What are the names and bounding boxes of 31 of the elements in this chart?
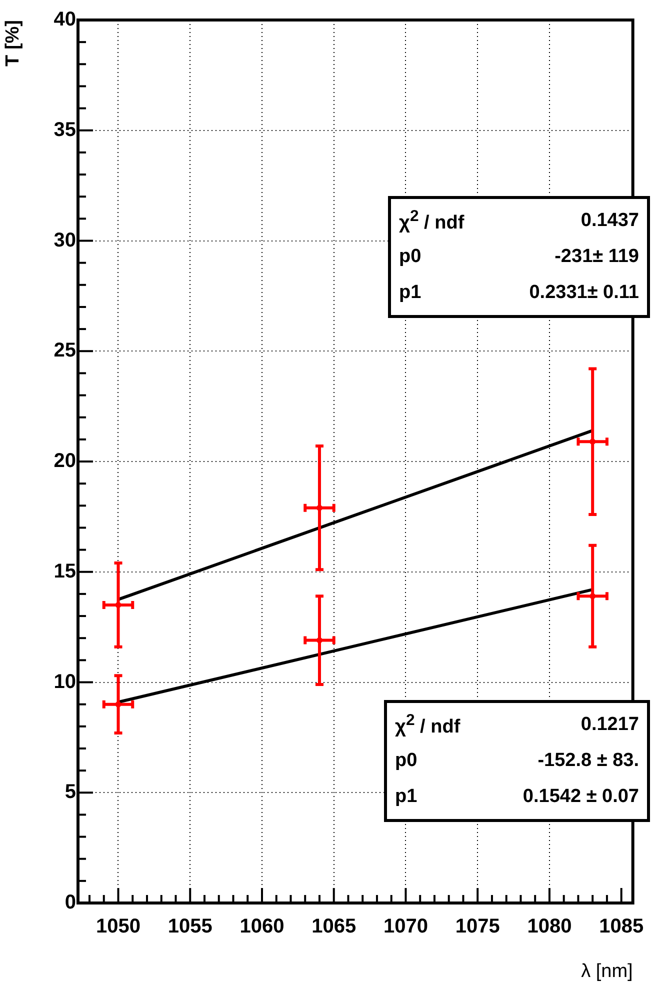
annotation: 0.1217 [580,714,639,736]
x-tick-label: 1065 [312,916,356,938]
y-axis-title: T [%] [2,20,24,66]
x-tick-label: 1075 [455,916,500,938]
x-tick-label: 1070 [383,916,428,938]
y-tick-label: 15 [54,560,76,582]
y-tick-label: 0 [64,892,76,914]
x-tick-label: 1080 [527,916,572,938]
y-tick-label: 35 [54,118,76,141]
x-tick-label: 1055 [168,916,212,938]
annotation: -231± 119 [554,246,639,268]
y-tick-label: 25 [54,340,76,362]
y-tick-label: 10 [54,670,76,693]
y-tick-label: 30 [54,229,76,252]
annotation: χ$^{2}$ / ndf [395,712,460,738]
x-tick-label: 1060 [240,916,284,938]
y-tick-label: 40 [54,8,76,31]
annotation: p1 [395,786,418,808]
annotation: 0.2331± 0.11 [529,282,639,304]
annotation: p0 [399,246,422,268]
annotation: 0.1542 ± 0.07 [522,786,639,808]
x-tick-label: 1050 [96,916,140,938]
y-tick-label: 5 [64,781,76,804]
x-axis-title: λ [nm] [581,960,633,982]
annotation: χ$^{2}$ / ndf [399,208,464,234]
annotation: 0.1437 [580,210,639,232]
x-tick-label: 1085 [599,916,644,938]
annotation: p0 [395,750,418,772]
y-tick-label: 20 [54,450,76,472]
annotation: -152.8 ± 83. [538,750,639,772]
annotation: p1 [399,282,422,304]
